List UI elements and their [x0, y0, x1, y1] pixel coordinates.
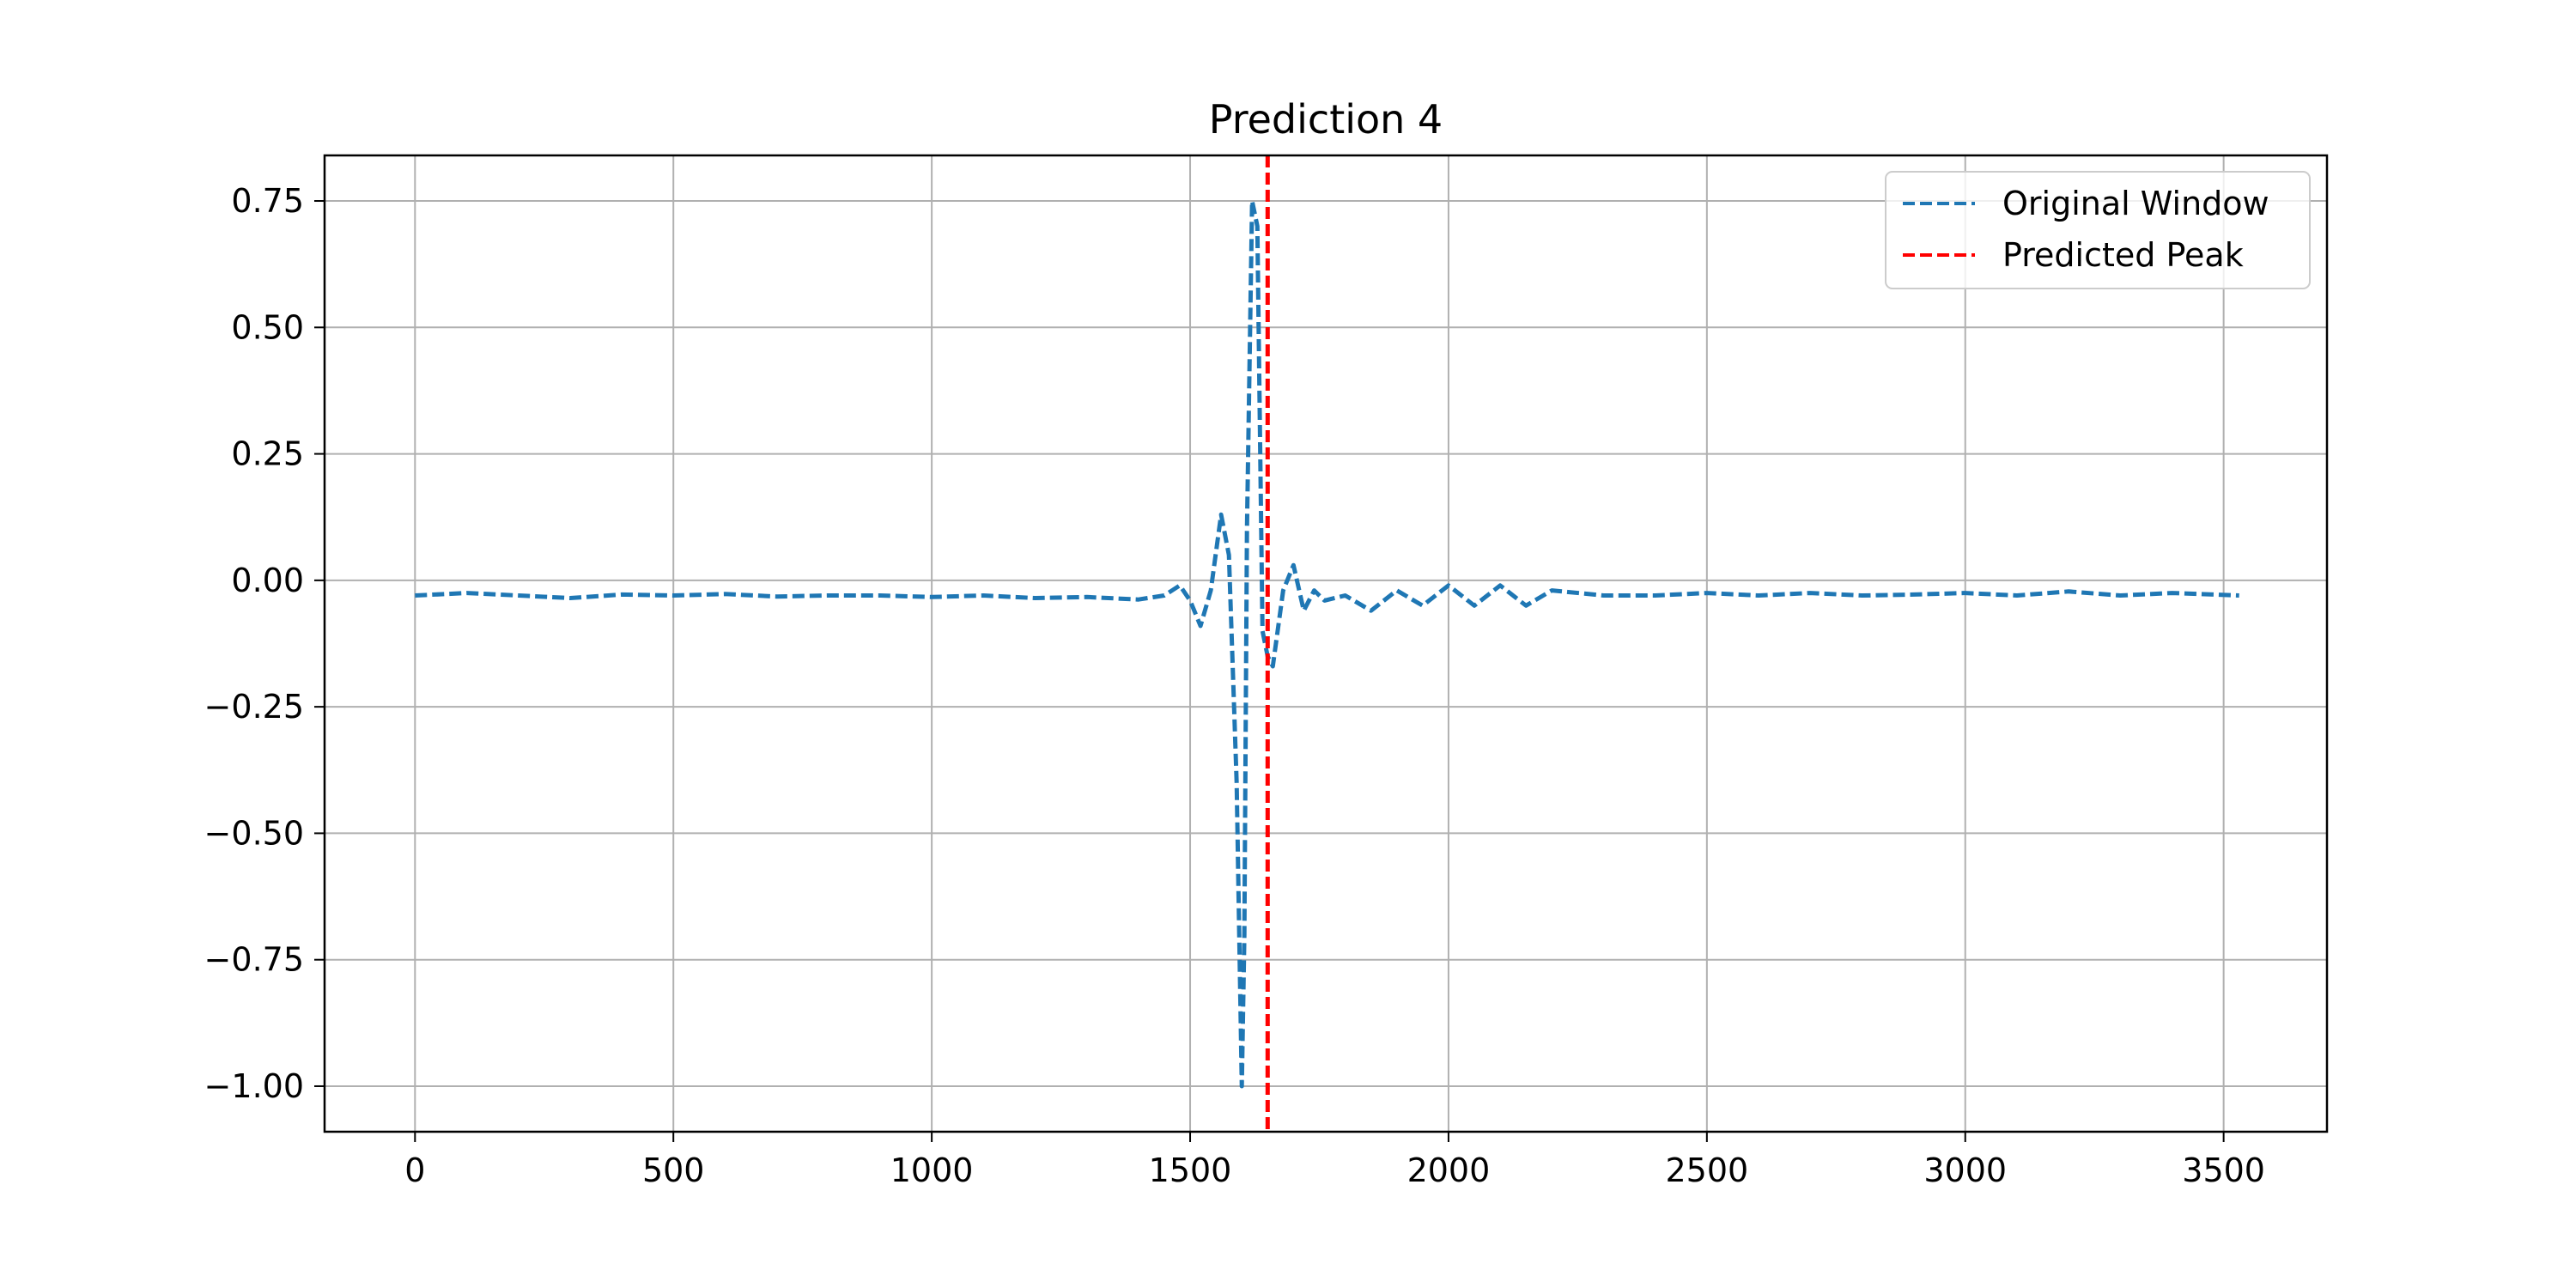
x-tick-label: 1500: [1149, 1151, 1232, 1189]
legend-label-original-window: Original Window: [2002, 185, 2269, 222]
x-tick-label: 0: [404, 1151, 425, 1189]
y-axis: 0.75 0.50 0.25 0.00 −0.25 −0.50 −0.75 −1.00: [204, 182, 325, 1105]
y-tick-label: 0.25: [231, 435, 304, 473]
series-layer: [415, 155, 2239, 1132]
y-tick-label: −0.25: [204, 688, 304, 726]
y-tick-label: −0.75: [204, 941, 304, 979]
y-tick-label: 0.00: [231, 562, 304, 599]
x-tick-label: 3000: [1923, 1151, 2007, 1189]
y-tick-label: −0.50: [204, 814, 304, 852]
series-original-window: [415, 198, 2239, 1089]
y-tick-label: 0.50: [231, 308, 304, 346]
x-tick-label: 2000: [1407, 1151, 1491, 1189]
legend-box: [1885, 171, 2311, 289]
grid: [325, 155, 2327, 1132]
x-tick-label: 1000: [890, 1151, 974, 1189]
x-axis: 0 500 1000 1500 2000 2500 3000 3500: [404, 1132, 2265, 1189]
chart-title: Prediction 4: [1209, 96, 1443, 143]
x-tick-label: 3500: [2182, 1151, 2265, 1189]
y-tick-label: −1.00: [204, 1067, 304, 1105]
legend-label-predicted-peak: Predicted Peak: [2002, 236, 2244, 274]
x-tick-label: 2500: [1665, 1151, 1748, 1189]
y-tick-label: 0.75: [231, 182, 304, 220]
legend: Original Window Predicted Peak: [1885, 171, 2311, 289]
x-tick-label: 500: [642, 1151, 705, 1189]
plot-frame: [323, 154, 2329, 1133]
